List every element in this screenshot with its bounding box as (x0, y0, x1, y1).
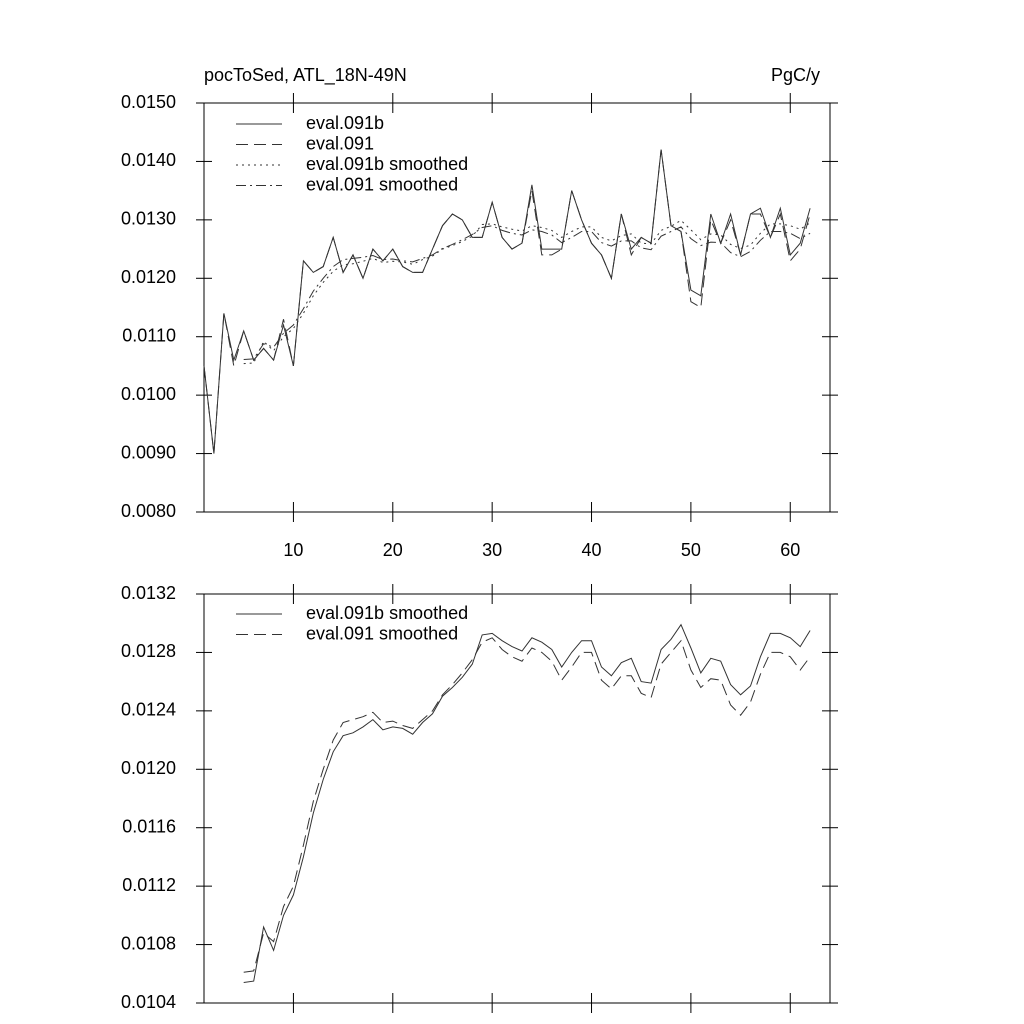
y-tick-label: 0.0120 (121, 758, 176, 778)
y-tick-label: 0.0140 (121, 150, 176, 170)
y-tick-label: 0.0100 (121, 384, 176, 404)
x-tick-label: 50 (681, 540, 701, 560)
legend-label: eval.091b smoothed (306, 154, 468, 174)
y-tick-label: 0.0150 (121, 92, 176, 112)
y-tick-label: 0.0132 (121, 583, 176, 603)
legend-label: eval.091 (306, 133, 374, 153)
x-tick-label: 40 (582, 540, 602, 560)
x-tick-label: 60 (780, 540, 800, 560)
series-line (243, 225, 811, 360)
y-tick-label: 0.0124 (121, 700, 176, 720)
series-line (203, 149, 811, 454)
plot-frame (203, 593, 831, 1004)
chart-title: pocToSed, ATL_18N-49N (204, 65, 407, 86)
y-tick-label: 0.0112 (122, 875, 176, 895)
y-tick-label: 0.0128 (121, 641, 176, 661)
y-tick-label: 0.0080 (121, 501, 176, 521)
y-tick-label: 0.0110 (122, 325, 176, 345)
y-tick-label: 0.0120 (121, 267, 176, 287)
y-tick-label: 0.0130 (121, 209, 176, 229)
y-tick-label: 0.0108 (121, 933, 176, 953)
plot-frame (203, 102, 831, 513)
y-tick-label: 0.0104 (121, 992, 176, 1012)
y-tick-label: 0.0116 (122, 816, 176, 836)
x-tick-label: 20 (383, 540, 403, 560)
legend-label: eval.091b (306, 113, 384, 133)
legend-label: eval.091b smoothed (306, 603, 468, 623)
series-line (243, 623, 811, 983)
legend-label: eval.091 smoothed (306, 174, 458, 194)
x-tick-label: 10 (283, 540, 303, 560)
series-line (203, 149, 811, 454)
y-tick-label: 0.0090 (121, 442, 176, 462)
series-line (243, 219, 811, 365)
units-label: PgC/y (771, 65, 820, 85)
series-line (243, 637, 811, 973)
x-tick-label: 30 (482, 540, 502, 560)
legend-label: eval.091 smoothed (306, 623, 458, 643)
